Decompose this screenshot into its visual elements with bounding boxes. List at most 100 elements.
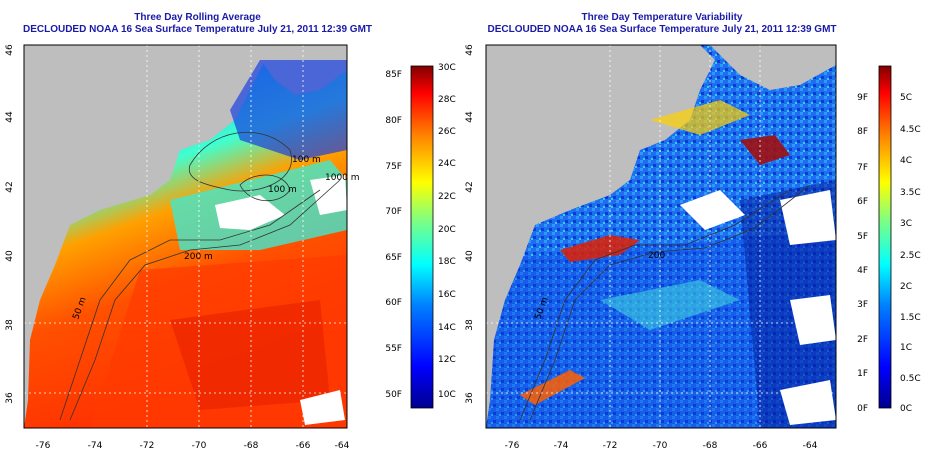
colorbar-c-label: 14C xyxy=(438,323,456,333)
left-cold-water xyxy=(230,60,347,160)
colorbar-f-label: 3F xyxy=(857,300,868,310)
colorbar-c-label: 1.5C xyxy=(900,313,921,323)
lon-tick-label: -72 xyxy=(603,441,618,451)
right-mid-variability xyxy=(650,100,750,135)
lon-tick-label: -66 xyxy=(753,441,768,451)
right-map-title-block: Three Day Temperature Variability DECLOU… xyxy=(462,12,862,36)
right-map xyxy=(486,45,836,428)
colorbar-c-label: 10C xyxy=(438,390,456,400)
colorbar-c-label: 24C xyxy=(438,159,456,169)
left-colorbar xyxy=(410,65,434,409)
right-contour-label: 200 xyxy=(648,251,665,261)
colorbar-c-label: 16C xyxy=(438,290,456,300)
left-contour-100m xyxy=(188,131,292,192)
left-gridlines xyxy=(24,45,347,428)
right-colorbar xyxy=(878,65,892,409)
colorbar-c-label: 26C xyxy=(438,127,456,137)
colorbar-f-label: 50F xyxy=(385,390,402,400)
lat-tick-label: 40 xyxy=(5,250,15,262)
lat-tick-label: 42 xyxy=(5,181,15,192)
left-map-subtitle: DECLOUDED NOAA 16 Sea Surface Temperatur… xyxy=(22,24,373,35)
colorbar-f-label: 70F xyxy=(385,207,402,217)
right-high-variability xyxy=(520,370,585,405)
lon-tick-label: -64 xyxy=(335,441,350,451)
right-cloud xyxy=(790,295,836,345)
left-hot-core xyxy=(170,300,330,410)
left-cloud xyxy=(215,195,285,230)
right-high-variability xyxy=(740,135,790,165)
colorbar-c-label: 5C xyxy=(900,93,912,103)
right-cloud xyxy=(780,190,836,245)
colorbar-f-label: 60F xyxy=(385,298,402,308)
right-colorbar-f-labels: 9F 8F 7F 6F 5F 4F 3F 2F 1F 0F xyxy=(857,93,868,414)
colorbar-f-label: 4F xyxy=(857,266,868,276)
colorbar-c-label: 2C xyxy=(900,282,912,292)
colorbar-c-label: 20C xyxy=(438,225,456,235)
lat-tick-label: 38 xyxy=(465,319,475,331)
colorbar-c-label: 30C xyxy=(438,63,456,73)
colorbar-c-label: 4.5C xyxy=(900,125,921,135)
colorbar-c-label: 2.5C xyxy=(900,251,921,261)
colorbar-f-label: 1F xyxy=(857,369,868,379)
colorbar-f-label: 0F xyxy=(857,404,868,414)
right-cloud xyxy=(680,190,745,230)
lat-tick-label: 40 xyxy=(465,250,475,262)
left-contour-label: 100 m xyxy=(292,155,321,165)
right-lat-axis: 36 38 40 42 44 46 xyxy=(465,44,475,404)
right-colorbar-c-labels: 5C 4.5C 4C 3.5C 3C 2.5C 2C 1.5C 1C 0.5C … xyxy=(900,93,921,414)
colorbar-f-label: 85F xyxy=(385,70,402,80)
left-map-frame xyxy=(23,44,348,429)
colorbar-c-label: 0C xyxy=(900,404,912,414)
left-colorbar-f-labels: 85F 80F 75F 70F 65F 60F 55F 50F xyxy=(385,70,402,400)
right-map-frame xyxy=(485,44,837,429)
left-contour-label: 200 m xyxy=(184,252,213,262)
left-contour-200m xyxy=(69,179,341,421)
colorbar-f-label: 75F xyxy=(385,162,402,172)
right-contour-200m xyxy=(529,184,811,421)
left-map-title-block: Three Day Rolling Average DECLOUDED NOAA… xyxy=(0,12,395,36)
lat-tick-label: 36 xyxy=(465,392,475,404)
right-map-title: Three Day Temperature Variability xyxy=(581,12,743,23)
lon-tick-label: -64 xyxy=(803,441,818,451)
left-land xyxy=(24,45,265,428)
left-lon-axis: -76 -74 -72 -70 -68 -66 -64 xyxy=(36,441,350,451)
lon-tick-label: -76 xyxy=(505,441,520,451)
colorbar-c-label: 4C xyxy=(900,156,912,166)
lat-tick-label: 42 xyxy=(465,181,475,192)
colorbar-c-label: 1C xyxy=(900,343,912,353)
lon-tick-label: -70 xyxy=(192,441,207,451)
colorbar-c-label: 0.5C xyxy=(900,374,921,384)
colorbar-f-label: 6F xyxy=(857,197,868,207)
right-land xyxy=(486,45,715,428)
colorbar-f-label: 9F xyxy=(857,93,868,103)
right-mid-variability xyxy=(600,280,740,330)
lat-tick-label: 44 xyxy=(465,111,475,123)
lon-tick-label: -74 xyxy=(88,441,103,451)
left-colorbar-c-labels: 30C 28C 26C 24C 22C 20C 18C 16C 14C 12C … xyxy=(438,63,456,400)
left-contour-50m xyxy=(59,189,321,421)
colorbar-c-label: 22C xyxy=(438,192,456,202)
lon-tick-label: -68 xyxy=(244,441,259,451)
lat-tick-label: 38 xyxy=(5,319,15,331)
left-contour-label: 100 m xyxy=(268,185,297,195)
colorbar-f-label: 8F xyxy=(857,127,868,137)
left-contour-100m-inner xyxy=(239,174,291,202)
lat-tick-label: 36 xyxy=(5,392,15,404)
left-cloud xyxy=(300,390,345,425)
right-gridlines xyxy=(486,45,836,428)
colorbar-f-label: 80F xyxy=(385,116,402,126)
lat-tick-label: 46 xyxy=(465,44,475,56)
left-contour-label: 1000 m xyxy=(325,173,360,183)
right-map-subtitle: DECLOUDED NOAA 16 Sea Surface Temperatur… xyxy=(487,24,837,35)
left-map-title: Three Day Rolling Average xyxy=(134,12,261,23)
lon-tick-label: -74 xyxy=(554,441,569,451)
colorbar-f-label: 7F xyxy=(857,163,868,173)
right-cloud xyxy=(780,380,836,425)
right-land-north xyxy=(710,45,836,90)
left-map xyxy=(24,45,347,428)
colorbar-c-label: 3C xyxy=(900,219,912,229)
lon-tick-label: -72 xyxy=(140,441,155,451)
colorbar-f-label: 5F xyxy=(857,232,868,242)
colorbar-c-label: 18C xyxy=(438,257,456,267)
